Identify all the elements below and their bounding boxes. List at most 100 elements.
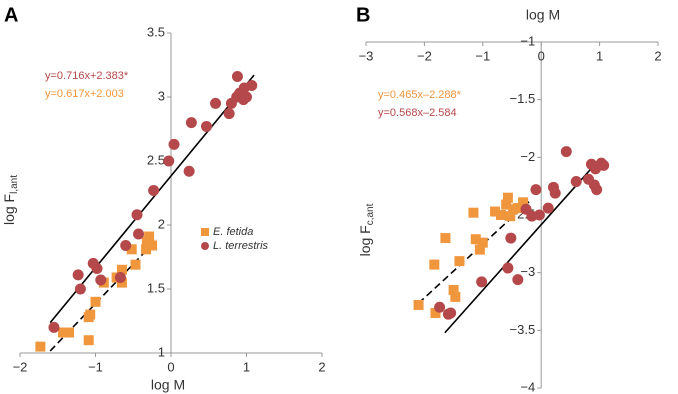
data-point <box>183 165 195 177</box>
panel-label: A <box>4 4 18 26</box>
data-point <box>533 209 545 221</box>
y-axis-label-main: log F <box>357 225 373 256</box>
data-point <box>58 327 69 338</box>
data-point <box>470 234 481 245</box>
data-point <box>598 159 610 171</box>
data-point <box>591 184 603 196</box>
x-axis-label: log M <box>526 7 560 23</box>
y-tick-label: 2 <box>158 216 165 231</box>
legend-marker <box>201 242 209 250</box>
data-point <box>505 211 516 222</box>
y-tick-label: −4 <box>520 379 535 394</box>
legend-label: L. terrestris <box>213 240 269 252</box>
y-axis-label-main: log F <box>1 194 17 225</box>
data-point <box>147 240 158 251</box>
data-point <box>210 97 222 109</box>
y-axis-label-sub: c,ant <box>365 203 376 225</box>
equation: y=0.465x–2.288* <box>378 89 462 101</box>
data-point <box>476 276 488 288</box>
data-point <box>74 283 86 295</box>
y-tick-label: 2.5 <box>147 152 165 167</box>
data-point <box>560 146 572 158</box>
data-point <box>114 271 126 283</box>
y-tick-label: −1.5 <box>510 91 536 106</box>
data-point <box>530 184 542 196</box>
y-axis-label-sub: l,ant <box>9 175 20 194</box>
x-tick-label: 1 <box>243 359 250 374</box>
data-point <box>549 187 561 199</box>
data-point <box>120 239 132 251</box>
data-point <box>91 263 103 275</box>
y-tick-label: −2 <box>520 149 535 164</box>
data-point <box>131 209 143 221</box>
data-point <box>430 308 441 319</box>
x-tick-label: −2 <box>417 48 432 63</box>
y-tick-label: −1 <box>520 33 535 48</box>
data-point <box>85 309 96 320</box>
data-point <box>64 327 75 338</box>
data-point <box>148 184 160 196</box>
x-axis-label: log M <box>151 377 185 393</box>
data-point <box>502 192 513 203</box>
y-tick-label: 3 <box>158 88 165 103</box>
data-point <box>477 237 488 248</box>
y-tick-label: −3.5 <box>510 322 536 337</box>
data-point <box>413 299 424 310</box>
equation: y=0.617x+2.003 <box>45 88 124 100</box>
x-tick-label: 1 <box>596 48 603 63</box>
fit-line <box>49 74 255 324</box>
data-point <box>448 284 459 295</box>
data-point <box>200 120 212 132</box>
x-tick-label: −3 <box>359 48 374 63</box>
data-point <box>501 199 512 210</box>
data-point <box>502 262 514 274</box>
data-point <box>168 138 180 150</box>
data-point <box>144 231 155 242</box>
data-point <box>83 335 94 346</box>
data-point <box>246 79 258 91</box>
panel-label: B <box>356 4 370 26</box>
data-point <box>35 341 46 352</box>
data-point <box>474 244 485 255</box>
data-point <box>95 274 107 286</box>
x-tick-label: −1 <box>475 48 490 63</box>
data-point <box>429 259 440 270</box>
fit-line <box>444 158 601 334</box>
y-tick-label: −3 <box>520 264 535 279</box>
data-point <box>495 210 506 220</box>
x-tick-label: 2 <box>318 359 325 374</box>
data-point <box>434 301 446 313</box>
data-point <box>133 228 145 240</box>
x-tick-label: −1 <box>88 359 103 374</box>
data-point <box>241 91 252 103</box>
y-tick-label: 1 <box>158 344 165 359</box>
data-point <box>126 244 137 255</box>
data-point <box>231 71 243 83</box>
data-point <box>185 117 197 129</box>
data-point <box>570 176 582 188</box>
data-point <box>130 259 141 270</box>
legend-marker <box>201 228 209 236</box>
data-point <box>440 233 451 244</box>
equation: y=0.716x+2.383* <box>45 70 129 82</box>
data-point <box>116 264 127 275</box>
data-point <box>72 269 84 281</box>
data-point <box>48 321 60 333</box>
y-axis-label: log Fc,ant <box>357 203 376 256</box>
data-point <box>454 256 465 267</box>
data-point <box>468 207 479 218</box>
data-point <box>518 197 529 208</box>
data-point <box>141 244 152 255</box>
data-point <box>512 203 523 214</box>
y-tick-label: 1.5 <box>147 280 165 295</box>
equation: y=0.568x–2.584 <box>378 107 457 119</box>
data-point <box>90 296 101 307</box>
data-point <box>223 108 235 120</box>
x-tick-label: 0 <box>538 48 545 63</box>
y-tick-label: 3.5 <box>147 24 165 39</box>
data-point <box>445 307 457 319</box>
data-point <box>450 291 461 302</box>
